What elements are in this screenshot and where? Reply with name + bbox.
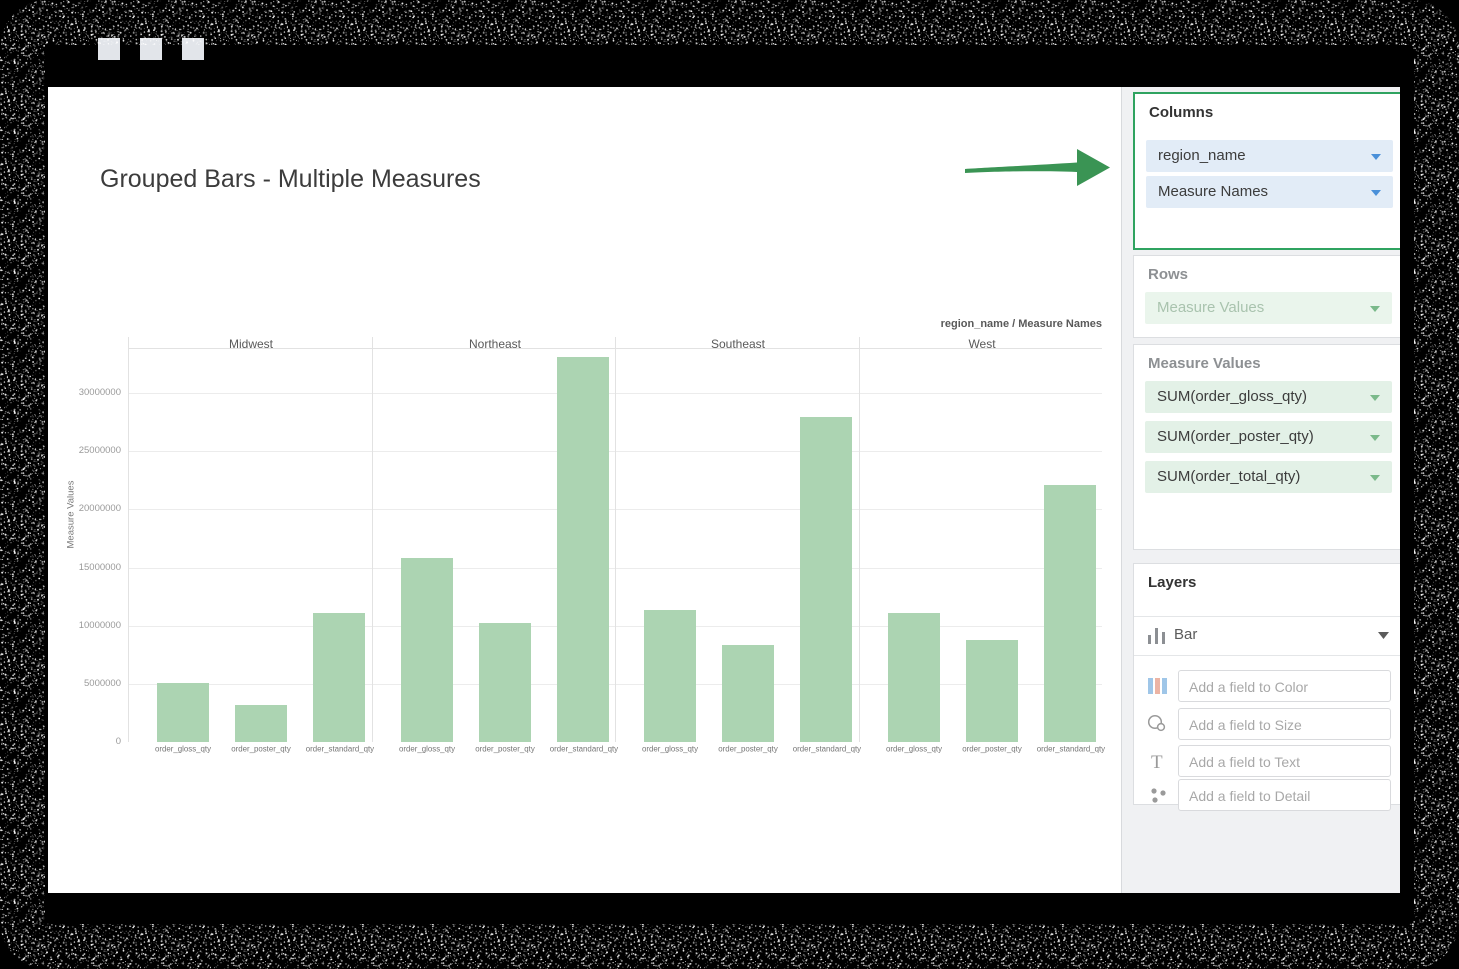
svg-text:T: T bbox=[1151, 752, 1163, 773]
